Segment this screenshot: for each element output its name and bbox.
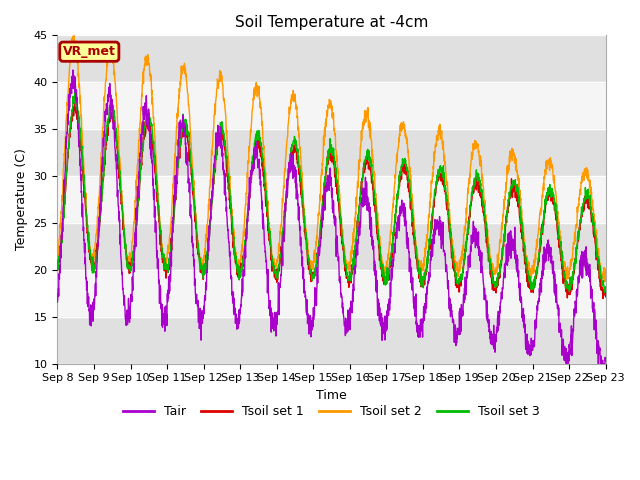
Y-axis label: Temperature (C): Temperature (C) bbox=[15, 149, 28, 251]
Text: VR_met: VR_met bbox=[63, 45, 116, 58]
Bar bbox=[58, 317, 605, 364]
Bar bbox=[58, 129, 605, 176]
Title: Soil Temperature at -4cm: Soil Temperature at -4cm bbox=[235, 15, 428, 30]
Bar bbox=[58, 223, 605, 270]
Bar bbox=[58, 36, 605, 82]
Legend: Tair, Tsoil set 1, Tsoil set 2, Tsoil set 3: Tair, Tsoil set 1, Tsoil set 2, Tsoil se… bbox=[118, 400, 545, 423]
X-axis label: Time: Time bbox=[316, 389, 347, 402]
